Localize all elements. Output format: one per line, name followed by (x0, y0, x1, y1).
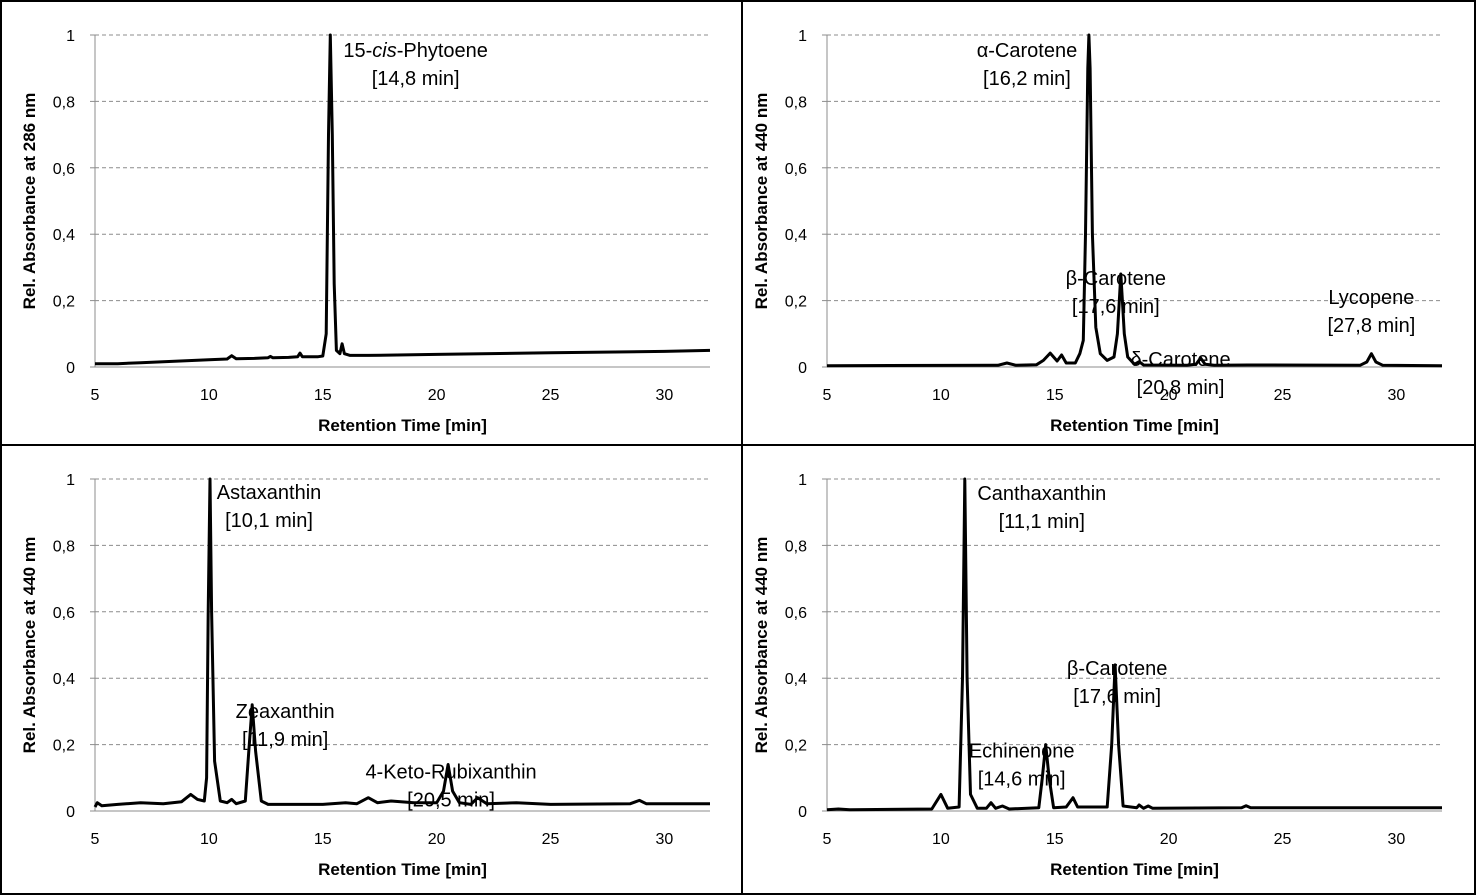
chart-3-y-axis-title: Rel. Absorbance at 440 nm (20, 537, 39, 754)
chart-1-y-axis-title: Rel. Absorbance at 286 nm (20, 93, 39, 310)
chart-4-x-tick-label: 15 (1046, 831, 1064, 848)
chart-4-peak-time: [17,6 min] (1073, 686, 1161, 708)
chart-2-peak-time: [17,6 min] (1072, 296, 1160, 318)
chart-2-peak-time: [16,2 min] (983, 68, 1071, 90)
chart-3-x-axis-title: Retention Time [min] (318, 860, 487, 879)
chart-2-peak-label: α-Carotene (977, 40, 1078, 62)
chart-1-y-tick-label: 1 (66, 28, 75, 45)
chart-3-series-line (93, 477, 710, 808)
chart-3-y-tick-label: 1 (66, 472, 75, 489)
chart-3-peak-time: [10,1 min] (225, 510, 313, 532)
chart-2-x-tick-label: 30 (1388, 387, 1406, 404)
chart-3-y-tick-label: 0,4 (53, 671, 75, 688)
chart-1-x-tick-label: 15 (314, 387, 332, 404)
chart-1-x-tick-label: 30 (656, 387, 674, 404)
chart-1-y-tick-label: 0,2 (53, 294, 75, 311)
chart-4-y-tick-label: 0,4 (785, 671, 807, 688)
chart-4-y-axis-title: Rel. Absorbance at 440 nm (752, 537, 771, 754)
chart-1-x-tick-label: 25 (542, 387, 560, 404)
chart-2-x-tick-label: 10 (932, 387, 950, 404)
chart-2-series-line (826, 33, 1443, 368)
chart-3-x-tick-label: 25 (542, 831, 560, 848)
chart-4-y-tick-label: 0,2 (785, 738, 807, 755)
chart-2-peak-time: [27,8 min] (1327, 315, 1415, 337)
chart-4-x-axis-title: Retention Time [min] (1050, 860, 1219, 879)
chart-4-peak-label: Canthaxanthin (977, 483, 1106, 505)
chart-3-peak-label: Astaxanthin (217, 482, 322, 504)
chart-1-x-tick-label: 10 (200, 387, 218, 404)
chart-4-peak-label: β-Carotene (1067, 658, 1167, 680)
chart-1-peak-label: 15-cis-Phytoene (343, 40, 488, 62)
chart-4-x-tick-label: 20 (1160, 831, 1178, 848)
chart-3-x-tick-label: 15 (314, 831, 332, 848)
chart-4-peak-time: [14,6 min] (978, 769, 1066, 791)
chart-1-y-tick-label: 0,4 (53, 227, 75, 244)
chart-1-x-axis-title: Retention Time [min] (318, 416, 487, 435)
chart-3-x-tick-label: 10 (200, 831, 218, 848)
chart-3-x-tick-label: 30 (656, 831, 674, 848)
chart-2-y-tick-label: 0,6 (785, 161, 807, 178)
chart-2-peak-label: δ-Carotene (1131, 349, 1231, 371)
chart-4-x-tick-label: 25 (1274, 831, 1292, 848)
chart-4-y-tick-label: 0,6 (785, 605, 807, 622)
chart-2-y-tick-label: 0,8 (785, 94, 807, 111)
chart-1-y-tick-label: 0 (66, 360, 75, 377)
chart-2-y-tick-label: 0,4 (785, 227, 807, 244)
chart-1-x-tick-label: 5 (91, 387, 100, 404)
chart-4-x-tick-label: 5 (823, 831, 832, 848)
chart-2-peak-label: Lycopene (1328, 287, 1414, 309)
chart-2-x-axis-title: Retention Time [min] (1050, 416, 1219, 435)
chart-4-y-tick-label: 1 (798, 472, 807, 489)
chart-4-x-tick-label: 10 (932, 831, 950, 848)
chart-3-peak-time: [11,9 min] (242, 729, 328, 751)
chart-4-y-tick-label: 0,8 (785, 538, 807, 555)
chart-4-peak-time: [11,1 min] (999, 511, 1085, 533)
chart-3-x-tick-label: 5 (91, 831, 100, 848)
chart-4-y-tick-label: 0 (798, 804, 807, 821)
chart-2-y-tick-label: 0,2 (785, 294, 807, 311)
chart-2-peak-time: [20,8 min] (1137, 377, 1225, 399)
chart-2-x-tick-label: 20 (1160, 387, 1178, 404)
chart-2-y-axis-title: Rel. Absorbance at 440 nm (752, 93, 771, 310)
chart-3-peak-label: 4-Keto-Rubixanthin (365, 762, 536, 784)
chart-3-x-tick-label: 20 (428, 831, 446, 848)
chart-1-series-line (95, 33, 711, 366)
chart-3-peak-label: Zeaxanthin (236, 701, 335, 723)
chart-3-y-tick-label: 0,8 (53, 538, 75, 555)
chart-4-series-line (826, 477, 1442, 812)
chart-2-y-tick-label: 1 (798, 28, 807, 45)
chart-3-y-tick-label: 0 (66, 804, 75, 821)
chart-4-peak-label: Echinenone (969, 741, 1075, 763)
chart-2-x-tick-label: 5 (823, 387, 832, 404)
chart-2-peak-label: β-Carotene (1066, 268, 1166, 290)
chart-2-x-tick-label: 15 (1046, 387, 1064, 404)
chart-4-x-tick-label: 30 (1388, 831, 1406, 848)
chart-1-y-tick-label: 0,6 (53, 161, 75, 178)
chart-1-peak-time: [14,8 min] (372, 68, 460, 90)
chart-3-y-tick-label: 0,2 (53, 738, 75, 755)
chart-3-peak-time: [20,5 min] (407, 790, 495, 812)
chart-2-x-tick-label: 25 (1274, 387, 1292, 404)
chart-1-x-tick-label: 20 (428, 387, 446, 404)
chart-3-y-tick-label: 0,6 (53, 605, 75, 622)
chart-1-y-tick-label: 0,8 (53, 94, 75, 111)
chart-2-y-tick-label: 0 (798, 360, 807, 377)
